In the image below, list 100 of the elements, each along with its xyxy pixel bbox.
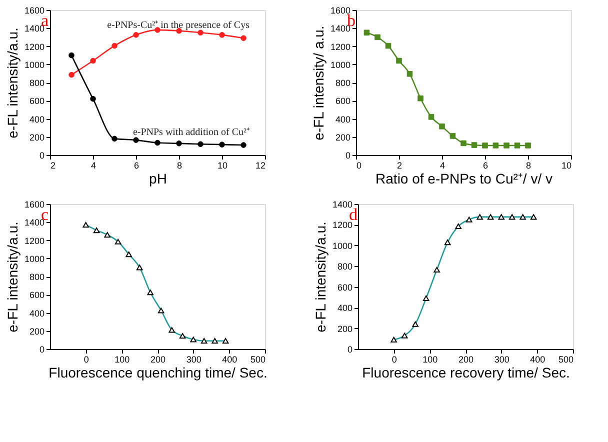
y-tick-label: 200 [335,132,350,142]
y-tick-label: 1400 [332,200,352,210]
y-tick-label: 400 [29,308,44,318]
y-tick-label: 1200 [24,42,44,52]
y-tick-label: 1200 [24,236,44,246]
x-tick-label: 4 [90,160,96,170]
point [396,58,402,64]
point [364,30,370,36]
point [198,141,204,148]
y-tick-label: 1200 [330,42,350,52]
x-tick-label: 0 [84,354,89,364]
point [450,133,456,139]
y-tick-label: 200 [337,324,352,334]
y-tick-label: 800 [337,262,352,272]
y-tick-label: 1000 [330,60,350,70]
x-tick-label: 400 [530,354,546,364]
point [219,32,225,38]
point [219,142,225,148]
point [514,142,520,148]
y-tick-label: 600 [29,290,44,300]
point [90,58,96,64]
point [112,136,118,142]
x-tick-label: 200 [458,354,474,364]
point [525,142,531,148]
x-axis-title: pH [149,170,167,186]
point [482,142,488,148]
point [133,32,139,38]
y-tick-label: 1600 [24,6,44,16]
x-tick-label: 0 [392,354,397,364]
x-tick-label: 500 [558,354,574,364]
point [112,42,118,49]
y-tick-label: 400 [335,114,350,124]
y-axis-title: e-FL intensity/a.u. [4,222,20,332]
point [133,137,139,143]
y-axis-title: e-FL intensity/a.u. [312,222,328,332]
x-tick-label: 10 [217,160,228,170]
y-tick-label: 800 [29,78,44,88]
y-tick-label: 600 [337,282,352,292]
y-tick-label: 400 [29,114,44,124]
x-tick-label: 300 [494,354,510,364]
point [460,140,466,146]
y-tick-label: 200 [29,326,44,336]
y-tick-label: 200 [29,132,44,142]
y-tick-label: 1000 [24,254,44,264]
x-tick-label: 6 [482,160,488,170]
point [406,70,413,77]
x-tick-label: 100 [114,354,130,364]
x-tick-label: 2 [396,160,402,170]
x-tick-label: 8 [176,160,182,170]
x-tick-label: 4 [440,160,446,170]
y-tick-label: 600 [335,96,350,106]
x-axis-title: Ratio of e-PNPs to Cu²⁺/ v/ v [376,170,552,186]
y-tick-label: 0 [39,150,44,160]
y-tick-label: 400 [337,303,352,314]
x-tick-label: 0 [356,160,362,170]
series-label: e-PNPs-Cu²⁺ in the presence of Cys [107,20,250,32]
x-tick-label: 2 [50,160,56,170]
x-tick-label: 10 [561,160,572,170]
point [68,52,74,58]
point [504,142,510,148]
y-tick-label: 800 [335,78,350,88]
point [90,96,96,102]
x-tick-label: 400 [222,354,238,364]
x-tick-label: 100 [422,354,438,364]
point [240,35,246,41]
point [240,142,246,148]
y-tick-label: 1400 [330,24,350,34]
point [439,124,445,130]
x-tick-label: 300 [186,354,202,364]
point [374,34,380,40]
point [428,114,434,120]
y-tick-label: 1200 [332,220,352,230]
y-tick-label: 1600 [24,200,44,210]
y-tick-label: 0 [39,344,44,354]
point [154,140,160,146]
point [176,140,182,146]
y-tick-label: 1400 [24,218,44,228]
x-axis-title: Fluorescence recovery time/ Sec. [362,364,570,380]
series-label: e-PNPs with addition of Cu²⁺ [132,127,250,138]
y-axis-title: e-FL intensity/a.u. [4,28,20,138]
y-tick-label: 1600 [330,6,350,16]
y-tick-label: 1400 [24,24,44,34]
x-tick-label: 8 [526,160,532,170]
y-tick-label: 1000 [332,240,352,251]
point [492,142,499,148]
y-tick-label: 600 [29,96,44,106]
x-tick-label: 500 [250,354,266,364]
x-tick-label: 12 [255,160,266,170]
y-tick-label: 1000 [24,60,44,70]
y-axis-title: e-FL intensity/ a.u. [310,26,326,140]
x-axis-title: Fluorescence quenching time/ Sec. [48,364,268,380]
point [68,72,74,78]
point [418,95,424,102]
y-tick-label: 0 [347,344,352,354]
y-tick-label: 800 [29,272,44,282]
point [471,142,478,148]
x-tick-label: 200 [150,354,166,364]
x-tick-label: 6 [134,160,140,170]
y-tick-label: 0 [345,150,350,160]
point [385,42,392,49]
